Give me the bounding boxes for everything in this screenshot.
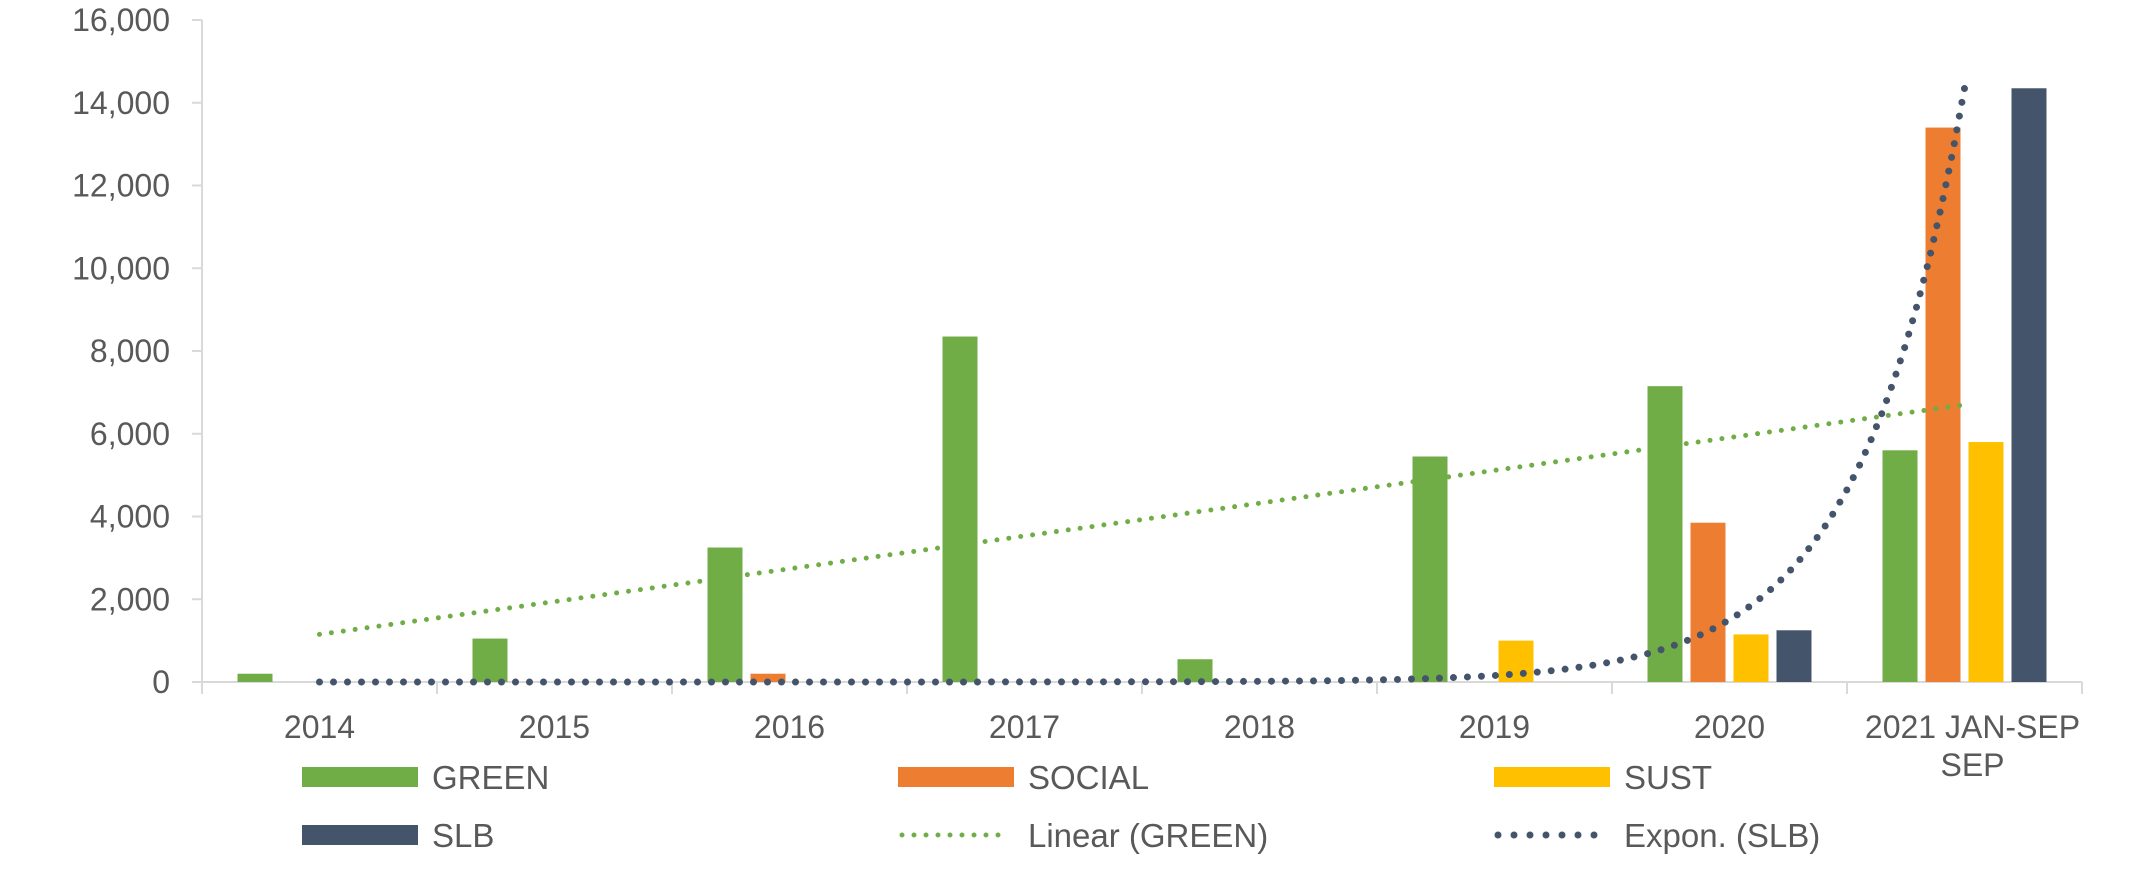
x-tick-label-line: SEP: [1940, 747, 2004, 783]
y-tick-label: 0: [152, 664, 170, 700]
x-tick-label: 2015: [519, 709, 590, 745]
y-tick-label: 10,000: [72, 250, 170, 286]
bar-green-2015: [472, 638, 508, 682]
legend-label: Expon. (SLB): [1624, 817, 1820, 854]
legend-swatch-sust: [1494, 767, 1610, 787]
trendline-expon-slb: [316, 84, 1968, 686]
bar-social-2020: [1690, 522, 1726, 682]
bar-green-2020: [1647, 386, 1683, 682]
bar-green-2019: [1412, 456, 1448, 682]
legend-label: SUST: [1624, 759, 1712, 796]
legend-item-green: GREEN: [302, 759, 549, 796]
bar-social-2021-jan-sep: [1925, 127, 1961, 682]
y-tick-label: 2,000: [90, 581, 170, 617]
x-tick-label: 2020: [1694, 709, 1765, 745]
legend-label: GREEN: [432, 759, 549, 796]
bar-green-2014: [237, 673, 273, 682]
bar-green-2017: [942, 336, 978, 682]
bar-green-2021-jan-sep: [1882, 450, 1918, 682]
legend: GREEN SOCIAL SUST SLB Linear (GREEN) Expon. (…: [302, 759, 1820, 854]
bar-green-2016: [707, 547, 743, 682]
bar-social-2016: [750, 673, 786, 682]
x-tick-label: 2021 JAN-SEP SEP: [1865, 709, 2080, 783]
legend-label: SOCIAL: [1028, 759, 1149, 796]
trendline-linear-green: [317, 402, 1967, 637]
legend-item-social: SOCIAL: [898, 759, 1149, 796]
bar-slb-2020: [1776, 630, 1812, 682]
legend-label: SLB: [432, 817, 494, 854]
legend-item-expon-slb: Expon. (SLB): [1494, 817, 1820, 854]
trendlines: [316, 84, 1968, 686]
bar-sust-2021-jan-sep: [1968, 442, 2004, 682]
x-tick-label: 2019: [1459, 709, 1530, 745]
x-tick-label: 2017: [989, 709, 1060, 745]
y-tick-label: 14,000: [72, 85, 170, 121]
x-tick-label: 2016: [754, 709, 825, 745]
legend-swatch-social: [898, 767, 1014, 787]
x-tick-label: 2018: [1224, 709, 1295, 745]
bar-slb-2021-jan-sep: [2011, 88, 2047, 683]
y-tick-label: 8,000: [90, 333, 170, 369]
x-tick-label-line: 2021 JAN-SEP: [1865, 709, 2080, 745]
x-tick-label: 2014: [284, 709, 355, 745]
legend-label: Linear (GREEN): [1028, 817, 1268, 854]
y-tick-label: 4,000: [90, 499, 170, 535]
bar-green-2018: [1177, 659, 1213, 682]
legend-item-sust: SUST: [1494, 759, 1712, 796]
legend-swatch-green: [302, 767, 418, 787]
legend-item-linear-green: Linear (GREEN): [899, 817, 1268, 854]
y-tick-label: 6,000: [90, 416, 170, 452]
bar-sust-2019: [1498, 640, 1534, 682]
bar-sust-2020: [1733, 634, 1769, 682]
y-tick-label: 16,000: [72, 2, 170, 38]
y-axis: 0 2,000 4,000 6,000 8,000 10,000 12,000 14,000 1…: [72, 2, 203, 700]
bars: [237, 88, 2047, 683]
legend-swatch-slb: [302, 825, 418, 845]
legend-item-slb: SLB: [302, 817, 494, 854]
y-tick-label: 12,000: [72, 168, 170, 204]
